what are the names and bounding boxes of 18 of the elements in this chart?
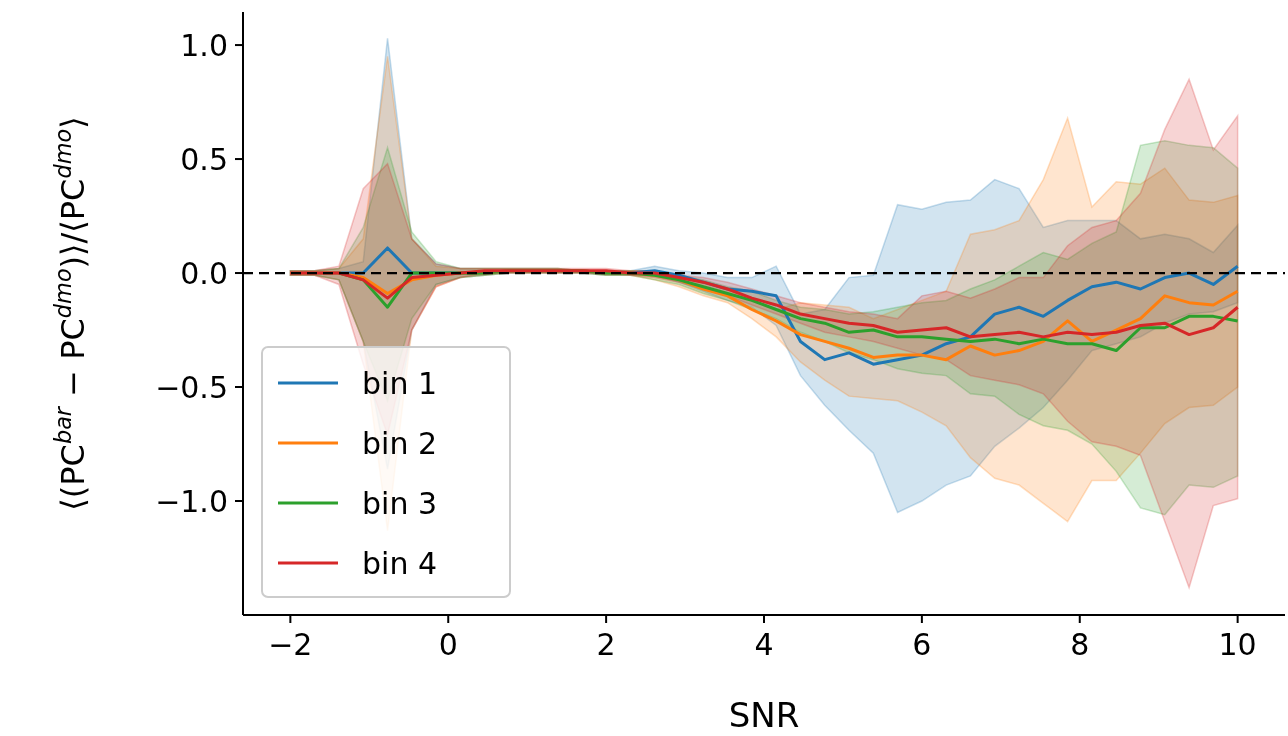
x-tick-label: 4 [754, 627, 774, 662]
y-tick-label: 0.0 [180, 255, 228, 291]
legend-label: bin 2 [362, 425, 438, 461]
y-tick-label: 1.0 [180, 27, 228, 63]
x-tick-label: −2 [268, 627, 313, 662]
y-tick-label: −1.0 [155, 483, 228, 519]
x-axis-title: SNR [728, 695, 800, 735]
x-tick-label: 10 [1218, 627, 1257, 662]
x-tick-label: 8 [1070, 627, 1090, 662]
line-series [288, 269, 1240, 339]
x-tick-label: 2 [596, 627, 616, 662]
legend-label: bin 3 [362, 485, 438, 521]
y-tick-label: −0.5 [155, 369, 228, 405]
x-tick-label: 6 [912, 627, 932, 662]
y-tick-label: 0.5 [180, 141, 228, 177]
legend-label: bin 1 [362, 365, 438, 401]
x-tick-label: 0 [438, 627, 458, 662]
legend-label: bin 4 [362, 545, 438, 581]
